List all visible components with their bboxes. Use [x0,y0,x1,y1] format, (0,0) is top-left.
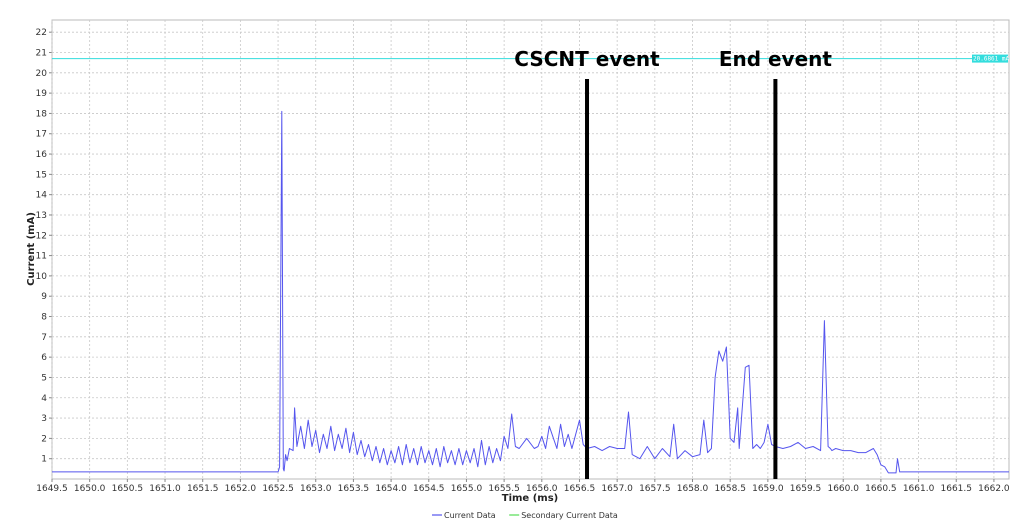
x-tick-label: 1658.0 [677,484,709,494]
y-tick-label: 18 [36,109,48,119]
x-tick-label: 1651.0 [149,484,181,494]
y-tick-label: 9 [41,292,47,302]
annotations: CSCNT event End event [514,47,832,479]
legend: Current Data Secondary Current Data [432,511,618,520]
x-tick-label: 1655.0 [451,484,483,494]
x-tick-label: 1658.5 [714,484,746,494]
plot-area [51,19,1010,480]
event-label: CSCNT event [514,47,660,71]
x-axis-title: Time (ms) [502,493,558,504]
x-gridlines [51,20,995,482]
x-tick-label: 1657.5 [639,484,671,494]
y-tick-label: 10 [36,272,48,282]
y-gridlines [49,31,1009,460]
x-tick-label: 1661.0 [903,484,935,494]
y-tick-label: 19 [36,89,48,99]
x-tick-label: 1656.0 [526,484,558,494]
reference-line-tag: 20.6861 mA [972,54,1010,63]
x-tick-label: 1659.0 [752,484,784,494]
series-group [52,110,1009,474]
y-tick-label: 3 [41,414,47,424]
y-tick-label: 12 [36,231,47,241]
x-tick-label: 1662.0 [978,484,1010,494]
x-tick-label: 1656.5 [564,484,596,494]
y-axis-title: Current (mA) [26,212,37,286]
x-tick-label: 1652.0 [225,484,257,494]
y-tick-label: 16 [36,150,48,160]
x-tick-label: 1661.5 [941,484,973,494]
y-tick-label: 11 [36,252,47,262]
y-tick-label: 2 [41,434,47,444]
x-tick-labels: 1649.5 1650.0 1650.5 1651.0 1651.5 1652.0 1652… [36,484,1010,494]
x-tick-label: 1660.5 [865,484,897,494]
x-tick-label: 1659.5 [790,484,822,494]
series-line-0 [52,110,1009,474]
y-tick-label: 17 [36,130,47,140]
y-tick-label: 5 [41,373,47,383]
event-label: End event [719,47,833,71]
x-tick-label: 1652.5 [262,484,294,494]
x-tick-label: 1655.5 [488,484,520,494]
legend-label: Current Data [444,511,496,520]
x-tick-label: 1650.5 [112,484,144,494]
y-tick-label: 13 [36,211,47,221]
y-tick-label: 1 [41,455,47,465]
legend-label: Secondary Current Data [521,511,618,520]
x-tick-label: 1650.0 [74,484,106,494]
x-tick-label: 1654.5 [413,484,445,494]
x-tick-label: 1660.0 [827,484,859,494]
y-tick-label: 22 [36,28,47,38]
y-tick-label: 4 [41,394,47,404]
x-tick-label: 1653.0 [300,484,332,494]
y-tick-label: 15 [36,170,47,180]
y-tick-label: 8 [41,313,47,323]
x-tick-label: 1653.5 [338,484,370,494]
y-tick-label: 14 [36,191,48,201]
x-tick-label: 1649.5 [36,484,68,494]
y-tick-label: 7 [41,333,47,343]
y-tick-label: 21 [36,48,47,58]
x-tick-label: 1654.0 [375,484,407,494]
x-tick-label: 1651.5 [187,484,219,494]
reference-line-tag-text: 20.6861 mA [973,56,1010,63]
x-tick-label: 1657.0 [601,484,633,494]
y-tick-label: 6 [41,353,47,363]
y-tick-label: 20 [36,69,48,79]
